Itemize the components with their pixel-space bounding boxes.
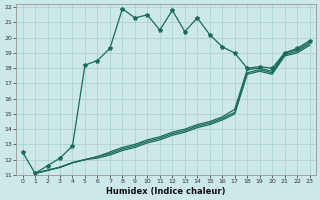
X-axis label: Humidex (Indice chaleur): Humidex (Indice chaleur) — [106, 187, 226, 196]
